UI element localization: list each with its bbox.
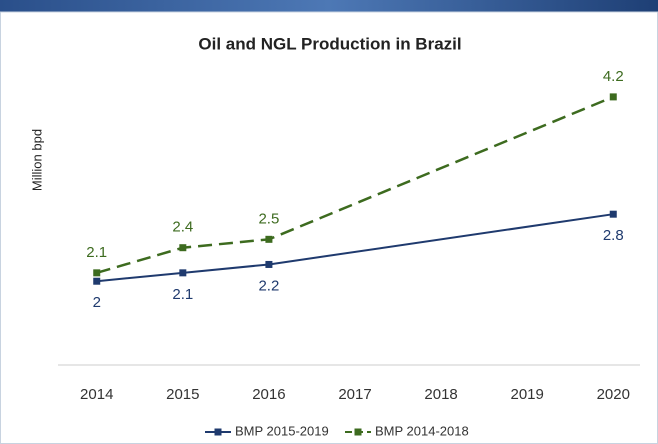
chart: Oil and NGL Production in Brazil Million… — [0, 0, 658, 444]
x-tick-label: 2014 — [80, 386, 113, 403]
y-axis-label: Million bpd — [29, 129, 44, 191]
point — [610, 93, 617, 100]
x-tick-label: 2018 — [424, 386, 457, 403]
point — [93, 278, 100, 285]
data-label: 2.8 — [603, 227, 624, 244]
x-tick-label: 2017 — [338, 386, 371, 403]
x-tick-label: 2016 — [252, 386, 285, 403]
data-label: 2 — [93, 294, 101, 311]
point — [179, 244, 186, 251]
data-label: 2.4 — [172, 219, 193, 236]
x-tick-label: 2020 — [597, 386, 630, 403]
legend-label: BMP 2014-2018 — [375, 423, 469, 438]
panel — [1, 12, 658, 444]
data-label: 2.1 — [86, 244, 107, 261]
data-label: 2.5 — [258, 210, 279, 227]
banner-strip — [0, 0, 658, 12]
legend-marker — [215, 429, 222, 436]
point — [179, 269, 186, 276]
chart-title: Oil and NGL Production in Brazil — [198, 34, 461, 53]
point — [93, 269, 100, 276]
point — [265, 261, 272, 268]
data-label: 2.1 — [172, 286, 193, 303]
point — [265, 236, 272, 243]
data-label: 4.2 — [603, 68, 624, 85]
x-tick-label: 2019 — [510, 386, 543, 403]
data-label: 2.2 — [258, 277, 279, 294]
point — [610, 211, 617, 218]
x-tick-label: 2015 — [166, 386, 199, 403]
legend-marker — [355, 429, 362, 436]
legend-label: BMP 2015-2019 — [235, 423, 329, 438]
